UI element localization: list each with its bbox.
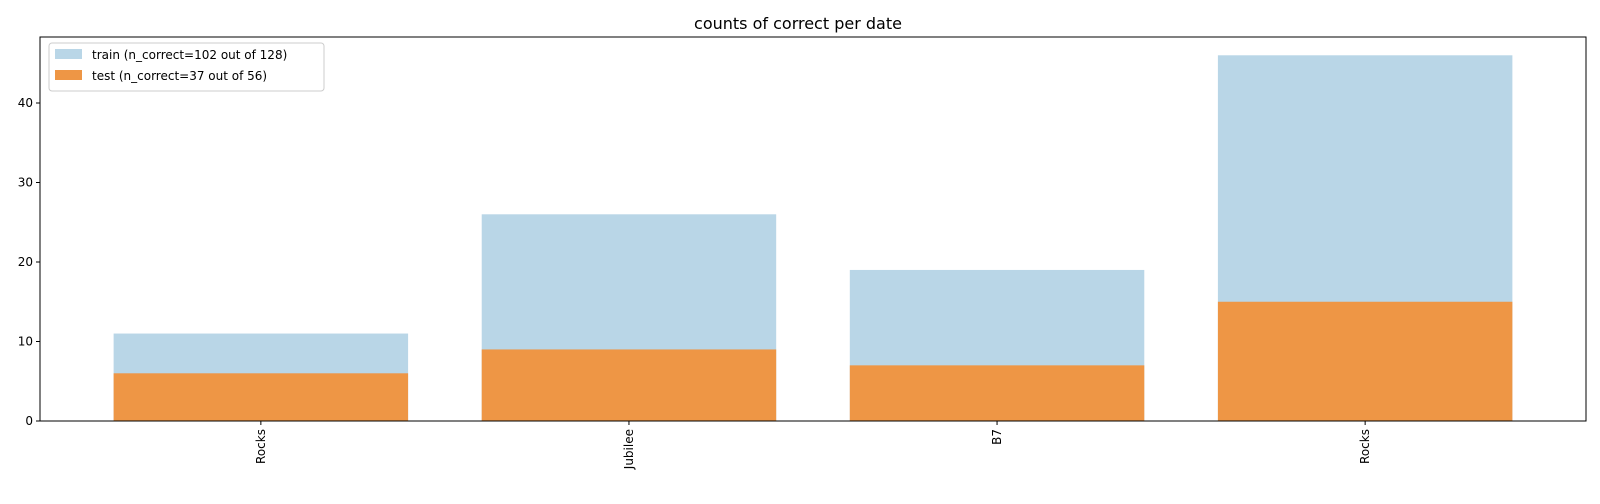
legend-box	[48, 42, 325, 92]
bar-series1-3	[1217, 301, 1513, 421]
bar-series1-2	[849, 365, 1145, 421]
bar-series1-0	[113, 373, 409, 421]
x-tick-label-1: Jubilee	[622, 429, 636, 470]
y-tick-label-1: 10	[18, 334, 33, 348]
legend-label-test: test (n_correct=37 out of 56)	[92, 69, 267, 83]
x-tick-label-3: Rocks	[1358, 429, 1372, 464]
bar-layer	[113, 55, 1513, 422]
legend-label-train: train (n_correct=102 out of 128)	[92, 48, 287, 62]
y-tick-label-3: 30	[18, 175, 33, 189]
x-axis: Rocks Jubilee B7 Rocks	[254, 421, 1372, 470]
plot-frame	[39, 36, 1587, 422]
chart-title: counts of correct per date	[694, 14, 902, 33]
y-axis: 0 10 20 30 40	[18, 96, 40, 428]
legend: train (n_correct=102 out of 128) test (n…	[48, 42, 325, 92]
x-tick-label-0: Rocks	[254, 429, 268, 464]
bar-series1-1	[481, 349, 777, 421]
y-tick-label-2: 20	[18, 255, 33, 269]
x-tick-label-2: B7	[990, 429, 1004, 445]
y-tick-label-0: 0	[25, 414, 33, 428]
y-tick-label-4: 40	[18, 96, 33, 110]
legend-swatch-test	[55, 70, 82, 80]
legend-swatch-train	[55, 49, 82, 59]
